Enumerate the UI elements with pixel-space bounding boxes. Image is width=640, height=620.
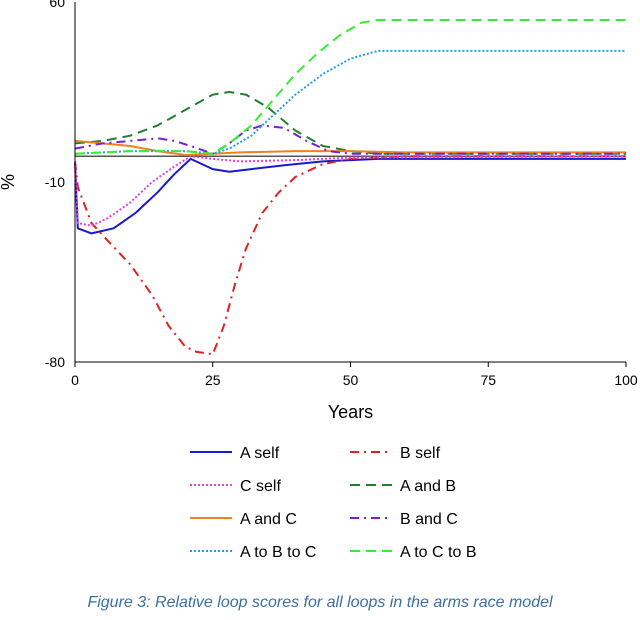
- x-tick-label: 50: [343, 372, 359, 388]
- y-axis-title: %: [0, 174, 18, 190]
- series-line-a-to-c-to-b: [74, 19, 626, 155]
- chart: 0 25 50 75 100 60 -10 -80 Years % A self B self C…: [0, 0, 638, 561]
- x-tick-label: 25: [205, 372, 221, 388]
- legend-label: C self: [240, 478, 281, 495]
- series-line-a-to-b-to-c: [74, 49, 626, 155]
- series-line-b-and-c: [74, 124, 626, 155]
- x-tick-label: 0: [71, 372, 79, 388]
- series-line-b-self: [74, 155, 626, 356]
- legend-label: A and C: [240, 511, 297, 528]
- x-tick-label: 100: [614, 372, 638, 388]
- y-tick-label: -10: [45, 174, 65, 190]
- legend-label: A and B: [400, 478, 456, 495]
- axes-group: [74, 2, 626, 363]
- y-tick-label: 60: [49, 0, 65, 10]
- x-axis-title: Years: [328, 402, 373, 422]
- legend-label: A to C to B: [400, 544, 476, 561]
- y-tick-label: -80: [45, 354, 65, 370]
- legend: A self B self C self A and B A and C B and C A…: [190, 445, 476, 561]
- series-line-a-self: [74, 157, 626, 235]
- legend-label: A to B to C: [240, 544, 316, 561]
- figure-caption: Figure 3: Relative loop scores for all l…: [87, 594, 553, 611]
- series-line-a-and-b: [74, 91, 626, 155]
- legend-label: B self: [400, 445, 441, 462]
- legend-label: A self: [240, 445, 280, 462]
- x-tick-label: 75: [480, 372, 496, 388]
- ticks-group: 0 25 50 75 100 60 -10 -80: [45, 0, 638, 388]
- series-group: [74, 19, 627, 356]
- legend-label: B and C: [400, 511, 458, 528]
- series-line-c-self: [74, 155, 627, 227]
